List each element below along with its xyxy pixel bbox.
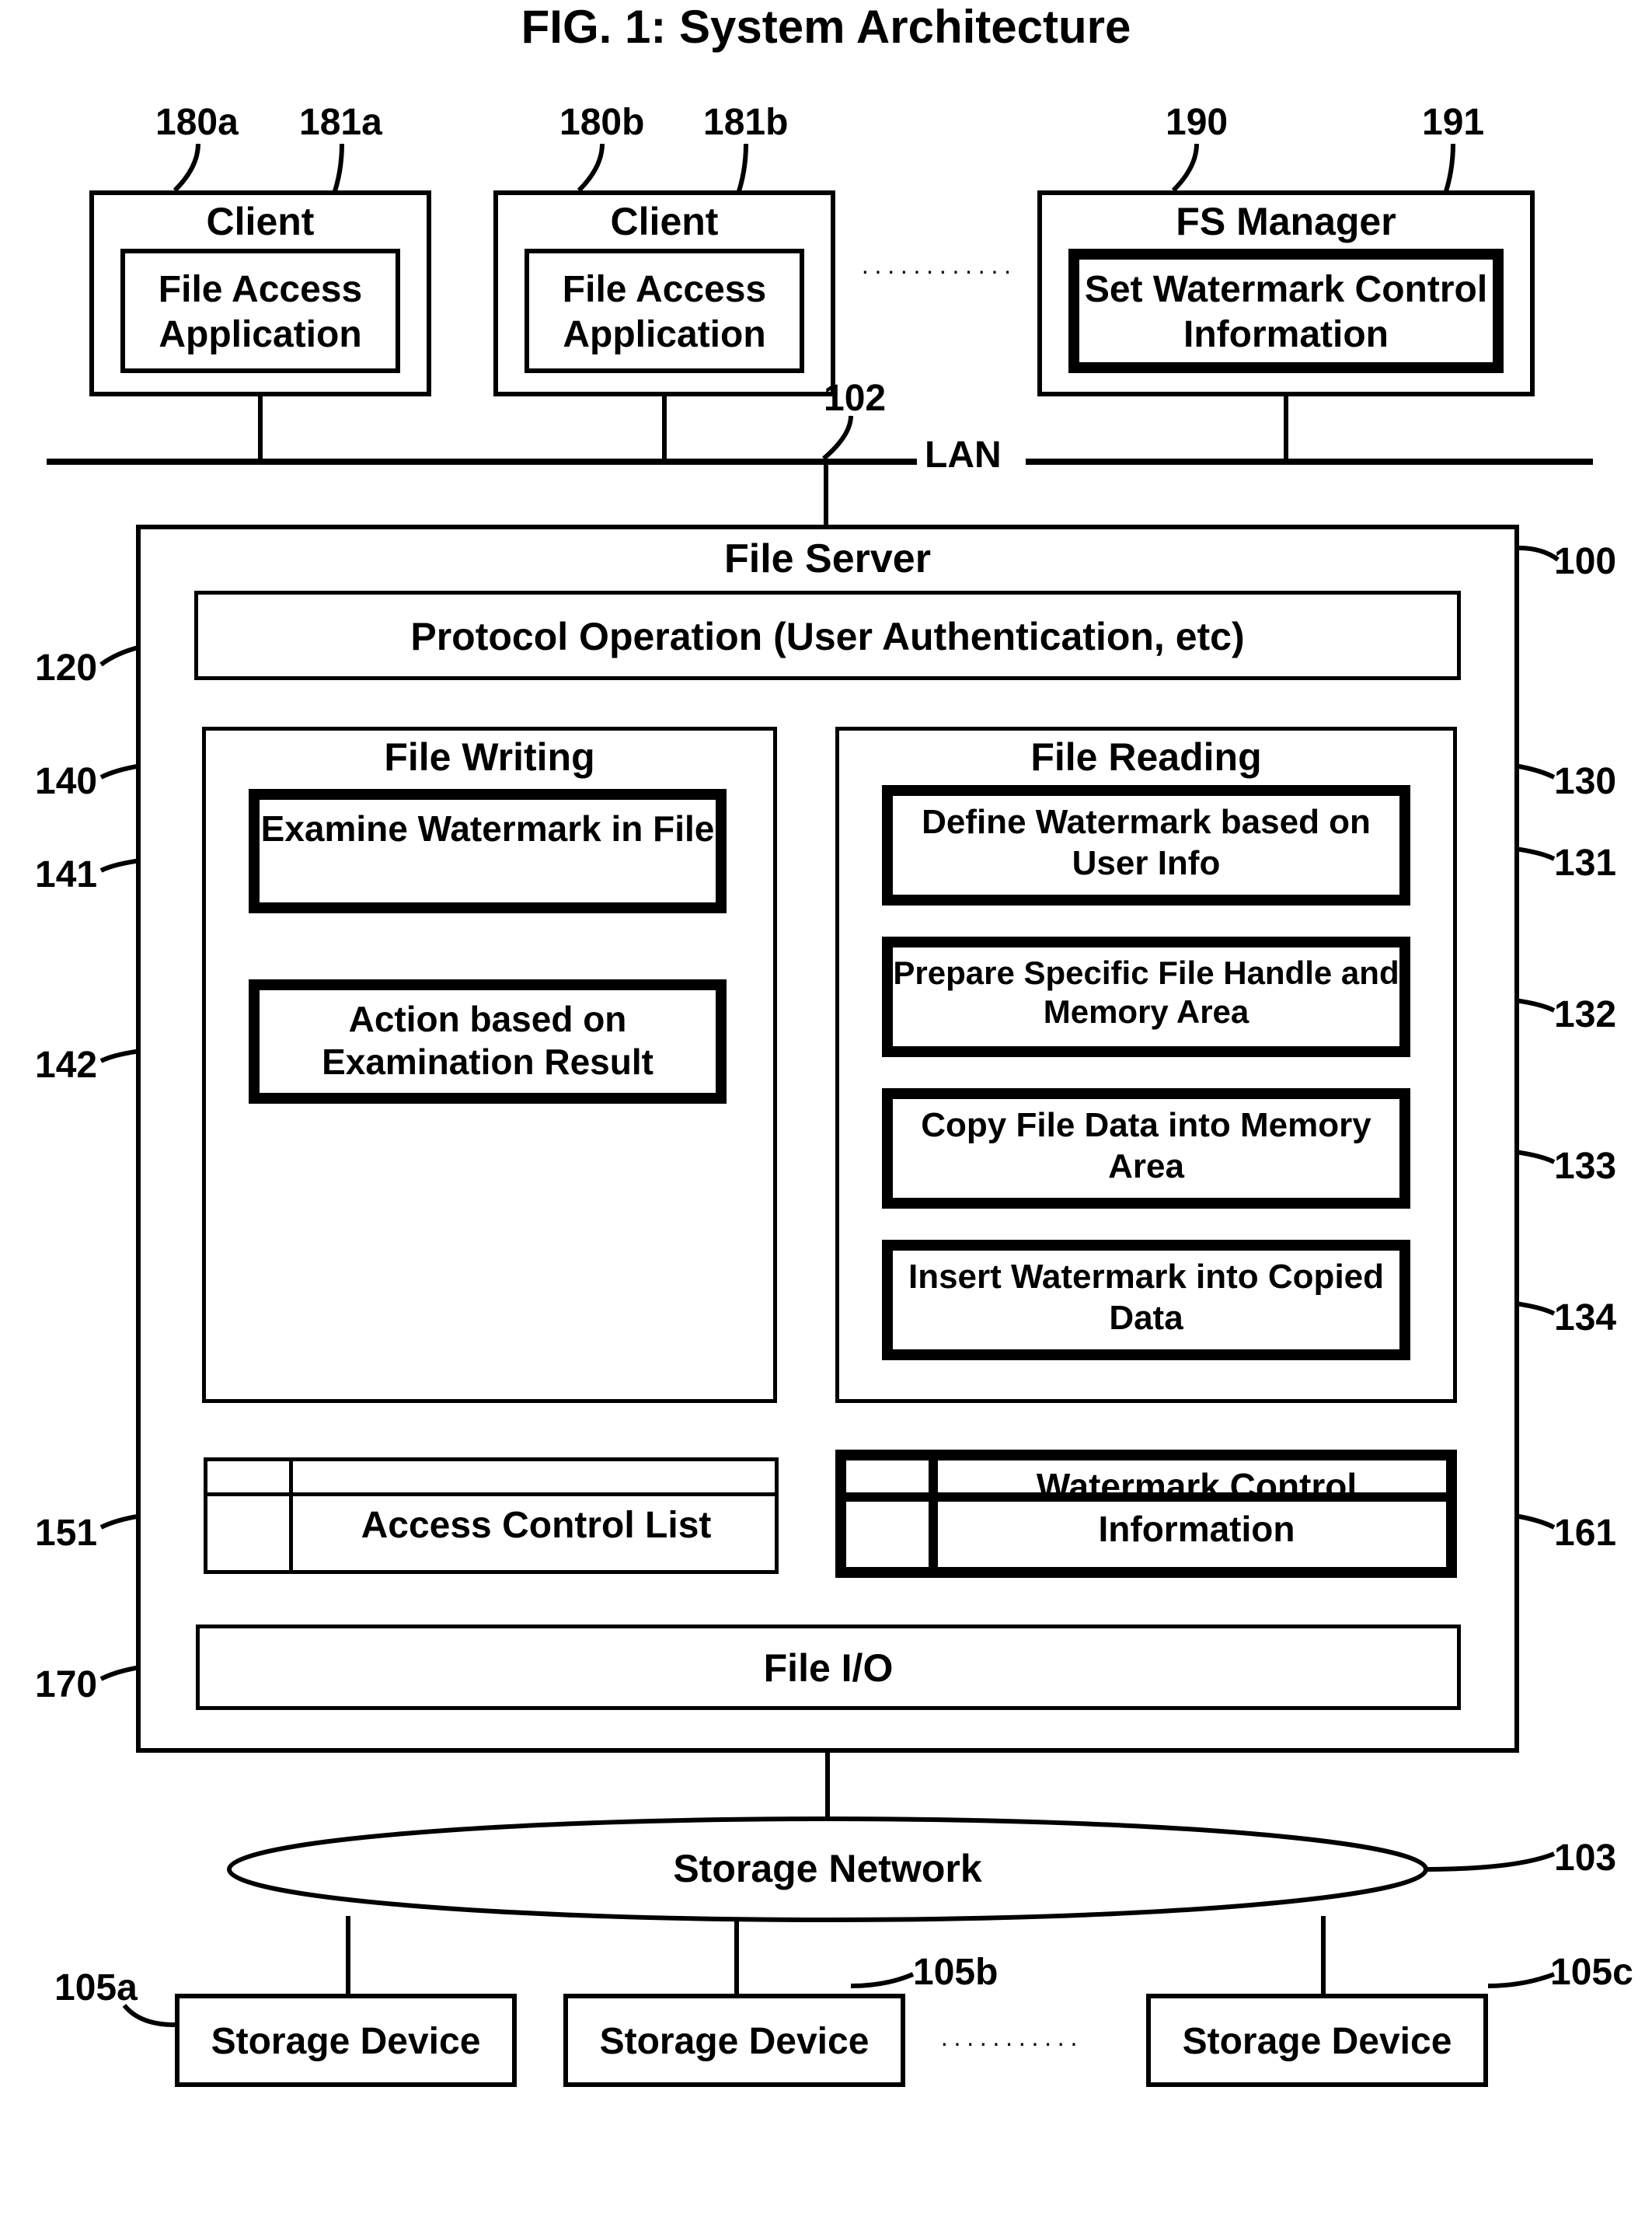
fileio-text: File I/O bbox=[200, 1645, 1457, 1691]
client-b-inner: File Access Application bbox=[525, 249, 804, 373]
dots-bottom: ··········· bbox=[940, 2029, 1082, 2057]
wci-text: Watermark Control Information bbox=[940, 1465, 1453, 1551]
ref-131: 131 bbox=[1554, 842, 1616, 885]
lan-line bbox=[47, 459, 1593, 465]
acl-vline bbox=[289, 1457, 293, 1574]
ref-190: 190 bbox=[1166, 101, 1228, 144]
ref-134: 134 bbox=[1554, 1296, 1616, 1339]
ref-105c: 105c bbox=[1550, 1951, 1633, 1994]
ref-180b: 180b bbox=[559, 101, 644, 144]
ref-105a: 105a bbox=[54, 1966, 138, 2009]
ref-142: 142 bbox=[35, 1044, 97, 1087]
insert-watermark-box: Insert Watermark into Copied Data bbox=[882, 1240, 1410, 1360]
ref-130: 130 bbox=[1554, 760, 1616, 803]
ref-141: 141 bbox=[35, 853, 97, 896]
conn-sn-dev-b bbox=[734, 1920, 739, 1994]
conn-sn-dev-c bbox=[1321, 1916, 1326, 1994]
storage-a-text: Storage Device bbox=[179, 2020, 512, 2063]
ref-151: 151 bbox=[35, 1512, 97, 1555]
conn-sn-dev-a bbox=[346, 1916, 350, 1994]
insert-watermark-text: Insert Watermark into Copied Data bbox=[893, 1257, 1399, 1339]
ref-181b: 181b bbox=[703, 101, 788, 144]
prepare-handle-text: Prepare Specific File Handle and Memory … bbox=[893, 954, 1399, 1032]
ref-102: 102 bbox=[824, 377, 886, 420]
fileio-box: File I/O bbox=[196, 1624, 1461, 1710]
client-a-inner-text: File Access Application bbox=[125, 267, 396, 357]
action-result-text: Action based on Examination Result bbox=[260, 998, 716, 1084]
ref-120: 120 bbox=[35, 647, 97, 689]
examine-watermark-text: Examine Watermark in File bbox=[260, 808, 716, 850]
client-a-title: Client bbox=[94, 199, 427, 244]
dots-top: ············ bbox=[861, 256, 1016, 285]
define-watermark-text: Define Watermark based on User Info bbox=[893, 802, 1399, 885]
ref-140: 140 bbox=[35, 760, 97, 803]
client-b-title: Client bbox=[498, 199, 831, 244]
ref-132: 132 bbox=[1554, 993, 1616, 1036]
ref-191: 191 bbox=[1422, 101, 1484, 144]
lan-label: LAN bbox=[925, 434, 1002, 476]
ref-100: 100 bbox=[1554, 540, 1616, 583]
protocol-text: Protocol Operation (User Authentication,… bbox=[198, 614, 1457, 659]
prepare-handle-box: Prepare Specific File Handle and Memory … bbox=[882, 937, 1410, 1057]
conn-lan-server bbox=[824, 462, 828, 525]
ref-161: 161 bbox=[1554, 1512, 1616, 1555]
ref-133: 133 bbox=[1554, 1145, 1616, 1188]
wci-vline bbox=[929, 1460, 938, 1567]
copy-data-text: Copy File Data into Memory Area bbox=[893, 1105, 1399, 1188]
conn-clienta-lan bbox=[258, 396, 263, 462]
define-watermark-box: Define Watermark based on User Info bbox=[882, 785, 1410, 906]
file-server-title: File Server bbox=[141, 536, 1514, 582]
ref-180a: 180a bbox=[155, 101, 239, 144]
file-writing-title: File Writing bbox=[206, 735, 773, 780]
conn-fsman-lan bbox=[1284, 396, 1288, 462]
fsmanager-inner: Set Watermark Control Information bbox=[1068, 249, 1504, 373]
client-b-inner-text: File Access Application bbox=[529, 267, 800, 357]
storage-c-text: Storage Device bbox=[1151, 2020, 1483, 2063]
conn-server-storage bbox=[825, 1753, 830, 1821]
ref-170: 170 bbox=[35, 1663, 97, 1706]
storage-b-box: Storage Device bbox=[563, 1994, 905, 2087]
figure-title: FIG. 1: System Architecture bbox=[0, 0, 1652, 54]
storage-c-box: Storage Device bbox=[1146, 1994, 1488, 2087]
protocol-box: Protocol Operation (User Authentication,… bbox=[194, 591, 1461, 680]
acl-text: Access Control List bbox=[295, 1504, 777, 1547]
fsmanager-inner-text: Set Watermark Control Information bbox=[1079, 267, 1493, 357]
ref-181a: 181a bbox=[299, 101, 382, 144]
examine-watermark-box: Examine Watermark in File bbox=[249, 789, 727, 913]
action-result-box: Action based on Examination Result bbox=[249, 979, 727, 1104]
storage-b-text: Storage Device bbox=[568, 2020, 901, 2063]
file-reading-title: File Reading bbox=[839, 735, 1453, 780]
ref-105b: 105b bbox=[913, 1951, 998, 1994]
storage-network-text: Storage Network bbox=[544, 1846, 1111, 1891]
client-a-inner: File Access Application bbox=[120, 249, 400, 373]
conn-clientb-lan bbox=[662, 396, 667, 462]
storage-a-box: Storage Device bbox=[175, 1994, 517, 2087]
ref-103: 103 bbox=[1554, 1837, 1616, 1879]
copy-data-box: Copy File Data into Memory Area bbox=[882, 1088, 1410, 1209]
fsmanager-title: FS Manager bbox=[1042, 199, 1530, 244]
